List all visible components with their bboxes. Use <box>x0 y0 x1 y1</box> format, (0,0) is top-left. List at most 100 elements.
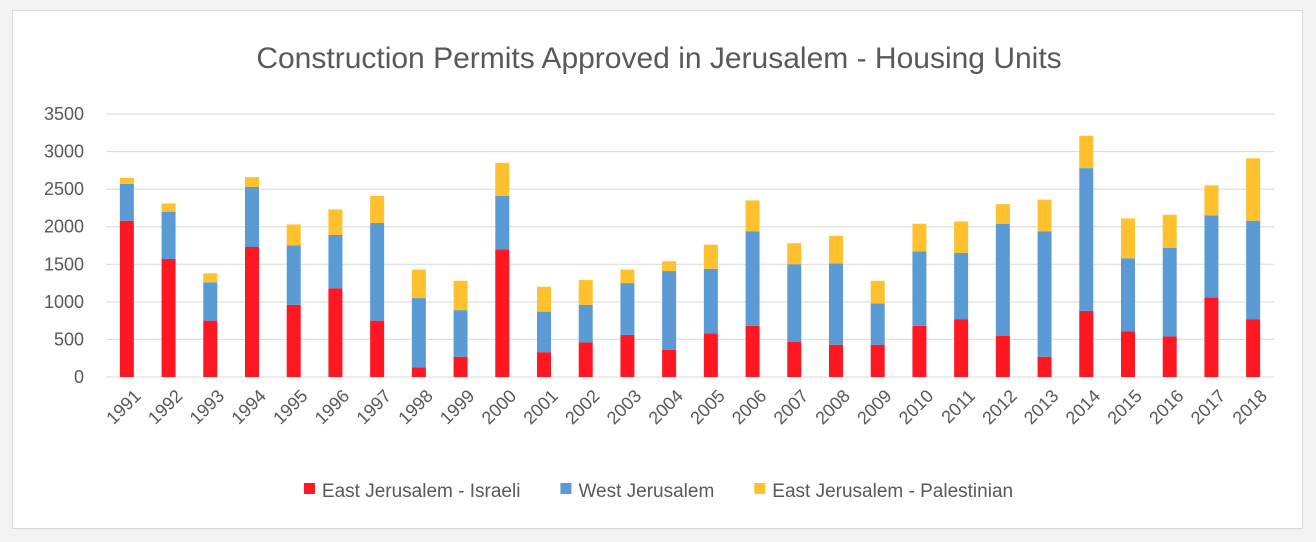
bar-1993-series-2 <box>203 282 218 321</box>
bar-2000-series-1 <box>495 249 510 377</box>
bar-2018-series-3 <box>1246 158 1261 221</box>
x-tick-label: 2004 <box>645 386 687 428</box>
x-tick-label: 1991 <box>102 386 144 428</box>
y-tick-label: 3500 <box>44 104 84 124</box>
bar-2018-series-1 <box>1246 319 1261 377</box>
bar-1991-series-3 <box>119 177 134 184</box>
x-tick-label: 2003 <box>603 386 645 428</box>
bar-2012-series-1 <box>995 335 1010 377</box>
bars <box>119 135 1261 377</box>
y-axis-ticks: 0 500 1000 1500 2000 2500 3000 3500 <box>44 104 84 387</box>
bar-2017-series-2 <box>1204 215 1219 298</box>
bar-1997-series-3 <box>370 195 385 223</box>
x-tick-label: 2005 <box>686 386 728 428</box>
bar-2000-series-3 <box>495 162 510 196</box>
x-tick-label: 1993 <box>186 386 228 428</box>
x-tick-label: 2010 <box>895 386 937 428</box>
bar-1997-series-2 <box>370 222 385 321</box>
bar-2016-series-3 <box>1162 214 1177 248</box>
bar-2008-series-1 <box>829 344 843 377</box>
x-tick-label: 1998 <box>394 386 436 428</box>
y-tick-label: 500 <box>54 329 84 349</box>
y-tick-label: 2500 <box>44 179 84 199</box>
bar-1991-series-2 <box>119 183 134 221</box>
bar-1993-series-1 <box>203 320 218 377</box>
bar-2015-series-2 <box>1121 258 1135 332</box>
bar-1991-series-1 <box>119 220 134 377</box>
bar-2006-series-3 <box>745 200 760 232</box>
bar-2007-series-3 <box>787 243 802 265</box>
bar-2011-series-3 <box>954 221 969 254</box>
x-tick-label: 2018 <box>1229 386 1271 428</box>
y-tick-label: 2000 <box>44 217 84 237</box>
bar-2012-series-2 <box>995 223 1010 336</box>
legend-item-1: East Jerusalem - Israeli <box>303 481 520 502</box>
legend-label: West Jerusalem <box>578 481 714 502</box>
x-tick-label: 2017 <box>1187 386 1229 428</box>
legend-swatch <box>560 483 572 494</box>
x-tick-label: 1992 <box>144 386 186 428</box>
bar-2008-series-2 <box>829 263 843 345</box>
bar-2011-series-1 <box>954 319 969 377</box>
bar-1999-series-1 <box>453 356 468 377</box>
x-tick-label: 2008 <box>811 386 853 428</box>
bar-2003-series-1 <box>620 334 635 377</box>
bar-2003-series-3 <box>620 269 635 284</box>
bar-2016-series-2 <box>1162 247 1177 337</box>
bar-2009-series-2 <box>870 303 885 345</box>
bar-2008-series-3 <box>829 235 843 264</box>
bar-2007-series-2 <box>787 264 802 342</box>
bar-1996-series-1 <box>328 288 343 377</box>
bar-1998-series-3 <box>411 269 426 299</box>
bar-1994-series-2 <box>245 186 259 248</box>
bar-1994-series-3 <box>245 177 259 187</box>
bar-1997-series-1 <box>370 320 385 377</box>
bar-2002-series-1 <box>578 342 593 377</box>
chart-svg: Construction Permits Approved in Jerusal… <box>44 42 1274 502</box>
bar-2009-series-1 <box>870 344 885 377</box>
bar-1993-series-3 <box>203 273 218 283</box>
bar-2002-series-2 <box>578 304 593 343</box>
bar-1995-series-2 <box>286 245 301 305</box>
bar-1999-series-2 <box>453 310 468 357</box>
bar-2001-series-3 <box>537 286 551 312</box>
x-tick-label: 2013 <box>1020 386 1062 428</box>
x-tick-label: 2002 <box>561 386 603 428</box>
legend-item-2: West Jerusalem <box>560 481 714 502</box>
y-tick-label: 3000 <box>44 142 84 162</box>
bar-1992-series-2 <box>161 211 176 260</box>
bar-2005-series-3 <box>703 244 718 269</box>
bar-2016-series-1 <box>1162 336 1177 377</box>
x-tick-label: 2015 <box>1103 386 1145 428</box>
bar-2013-series-3 <box>1037 199 1052 232</box>
x-tick-label: 1997 <box>353 386 395 428</box>
bar-1994-series-1 <box>245 247 259 377</box>
bar-2004-series-2 <box>662 271 677 350</box>
x-tick-label: 2014 <box>1062 386 1104 428</box>
chart-frame: Construction Permits Approved in Jerusal… <box>12 10 1303 529</box>
bar-2001-series-2 <box>537 311 551 353</box>
bar-2012-series-3 <box>995 204 1010 224</box>
bar-2007-series-1 <box>787 341 802 377</box>
x-tick-label: 2012 <box>978 386 1020 428</box>
bar-1999-series-3 <box>453 280 468 311</box>
chart-title: Construction Permits Approved in Jerusal… <box>256 42 1061 75</box>
bar-2014-series-2 <box>1079 168 1094 311</box>
x-tick-label: 2007 <box>770 386 812 428</box>
bar-1998-series-1 <box>411 367 426 377</box>
legend-swatch <box>303 483 315 494</box>
bar-2004-series-1 <box>662 349 677 377</box>
y-tick-label: 0 <box>74 367 84 387</box>
legend-swatch <box>754 483 766 494</box>
x-axis-ticks: 1991 1992 1993 1994 1995 1996 1997 1998 1999 2000… <box>102 386 1271 428</box>
x-tick-label: 2000 <box>478 386 520 428</box>
bar-2015-series-1 <box>1121 331 1135 377</box>
x-tick-label: 1994 <box>227 386 269 428</box>
x-tick-label: 2016 <box>1145 386 1187 428</box>
x-tick-label: 2009 <box>853 386 895 428</box>
x-tick-label: 2006 <box>728 386 770 428</box>
bar-2002-series-3 <box>578 280 593 305</box>
y-tick-label: 1500 <box>44 254 84 274</box>
bar-2014-series-1 <box>1079 310 1094 377</box>
